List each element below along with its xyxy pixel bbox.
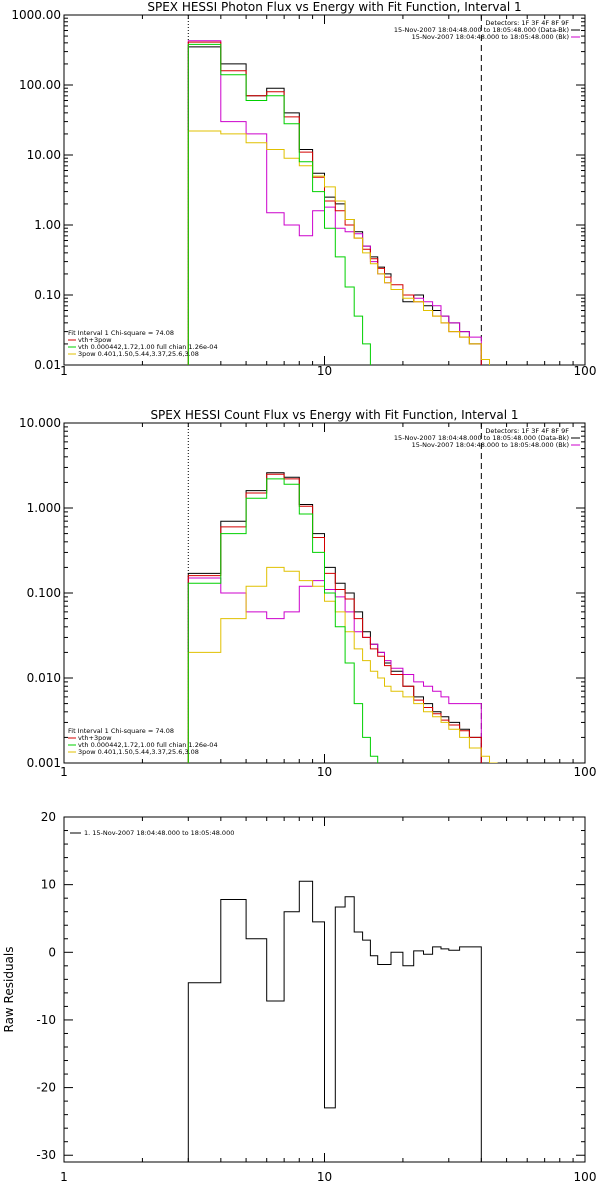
- chart-title: SPEX HESSI Photon Flux vs Energy with Fi…: [147, 0, 521, 14]
- series-group: [187, 472, 498, 763]
- legend-top-right-entry: Detectors: 1F 3F 4F 8F 9F: [485, 19, 569, 27]
- x-tick-label: 10: [317, 1170, 332, 1184]
- y-tick-label: 0.100: [27, 586, 61, 600]
- y-tick-label: 1000.00: [11, 8, 61, 22]
- series-line: [187, 130, 490, 365]
- legend-top-right-entry: 15-Nov-2007 18:04:48.000 to 18:05:48.000…: [394, 26, 569, 34]
- legend-top-right-entry: Detectors: 1F 3F 4F 8F 9F: [485, 427, 569, 435]
- series-group: [187, 40, 490, 365]
- legend-bottom-left-entry: vth 0.000442,1.72,1.00 full chian 1.26e-…: [78, 343, 218, 351]
- x-tick-label: 10: [317, 765, 332, 779]
- y-tick-label: 0.10: [34, 288, 61, 302]
- y-tick-label: -20: [36, 1081, 56, 1095]
- y-tick-label: 0: [48, 945, 56, 959]
- y-axis-label: Raw Residuals: [2, 947, 16, 1033]
- x-tick-label: 1: [60, 364, 68, 378]
- y-tick-label: 1.000: [27, 501, 61, 515]
- x-tick-label: 100: [574, 765, 597, 779]
- legend-bottom-left-entry: 3pow 0.401,1.50,5.44,3.37,25.6,3.08: [78, 748, 199, 756]
- legend-bottom-left-entry: vth+3pow: [78, 336, 112, 344]
- y-tick-label: 20: [41, 810, 56, 824]
- legend-top-right-entry: 15-Nov-2007 18:04:48.000 to 18:05:48.000…: [412, 441, 569, 449]
- x-tick-label: 100: [574, 1170, 597, 1184]
- y-tick-label: 0.010: [27, 671, 61, 685]
- y-tick-label: 0.001: [27, 756, 61, 770]
- y-tick-label: 100.00: [19, 78, 61, 92]
- x-tick-label: 1: [60, 1170, 68, 1184]
- legend-bottom-left-entry: 3pow 0.401,1.50,5.44,3.37,25.6,3.08: [78, 350, 199, 358]
- y-tick-label: 10.00: [27, 148, 61, 162]
- y-tick-label: 10.000: [19, 416, 61, 430]
- legend-top-right-entry: 15-Nov-2007 18:04:48.000 to 18:05:48.000…: [394, 434, 569, 442]
- chart-title: SPEX HESSI Count Flux vs Energy with Fit…: [150, 408, 518, 422]
- legend-bottom-left-entry: vth+3pow: [78, 734, 112, 742]
- y-tick-label: -30: [36, 1148, 56, 1162]
- y-tick-label: 10: [41, 878, 56, 892]
- legend-bottom-left-entry: Fit Interval 1 Chi-square = 74.08: [68, 727, 174, 735]
- legend-top-right-entry: 15-Nov-2007 18:04:48.000 to 18:05:48.000…: [412, 33, 569, 41]
- y-tick-label: 1.00: [34, 218, 61, 232]
- x-tick-label: 1: [60, 765, 68, 779]
- legend-bottom-left-entry: Fit Interval 1 Chi-square = 74.08: [68, 329, 174, 337]
- series-line: [187, 478, 379, 763]
- legend-entry: 1. 15-Nov-2007 18:04:48.000 to 18:05:48.…: [84, 829, 234, 837]
- x-tick-label: 100: [574, 364, 597, 378]
- x-tick-label: 10: [317, 364, 332, 378]
- series-group: [187, 880, 482, 1162]
- series-line: [187, 41, 482, 365]
- y-tick-label: -10: [36, 1013, 56, 1027]
- series-line: [187, 566, 498, 763]
- series-line: [187, 880, 482, 1162]
- series-line: [187, 43, 371, 365]
- y-tick-label: 0.01: [34, 358, 61, 372]
- legend-bottom-left-entry: vth 0.000442,1.72,1.00 full chian 1.26e-…: [78, 741, 218, 749]
